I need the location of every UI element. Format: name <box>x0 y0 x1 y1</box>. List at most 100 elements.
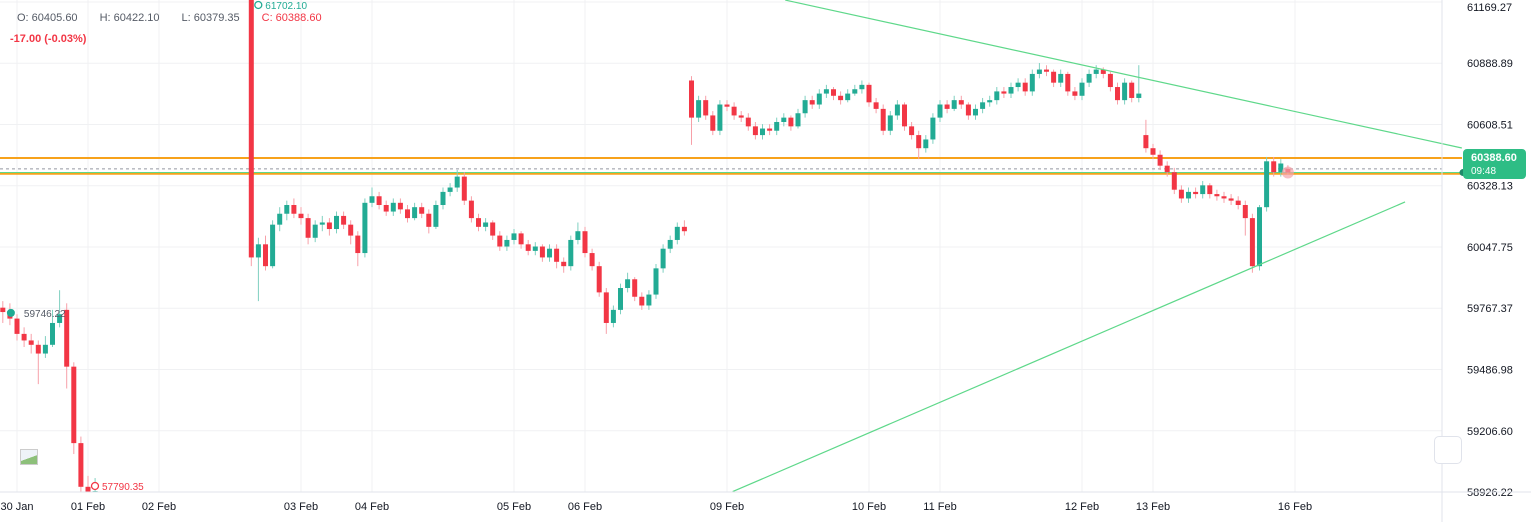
candle-body <box>511 233 517 240</box>
candle-body <box>64 309 70 367</box>
candle-body <box>724 104 730 107</box>
candle-body <box>696 100 702 118</box>
candle-body <box>859 84 865 90</box>
candle-body <box>0 307 6 313</box>
time-tick-label: 03 Feb <box>284 501 318 513</box>
candle-body <box>1029 73 1035 92</box>
time-tick-label: 09 Feb <box>710 501 744 513</box>
candle-body <box>497 235 503 247</box>
candle-body <box>483 222 489 227</box>
candle-body <box>1278 163 1284 173</box>
candle-body <box>1072 91 1078 96</box>
candle-body <box>390 202 396 212</box>
candle-body <box>305 218 311 238</box>
price-axis[interactable]: 61169.27 60888.89 60608.51 60328.13 60047.75… <box>1441 0 1513 522</box>
candle-body <box>21 333 27 341</box>
candle-body <box>532 246 538 251</box>
candle-body <box>1178 189 1184 199</box>
candle-body <box>1242 205 1248 219</box>
candle-body <box>1271 161 1277 173</box>
candle-body <box>1036 69 1042 74</box>
candle-body <box>1235 200 1241 206</box>
candle-body <box>703 100 709 116</box>
candle-body <box>270 224 276 267</box>
candle-body <box>1264 161 1270 208</box>
candle-body <box>674 226 680 240</box>
price-tick-label: 58926.22 <box>1467 487 1513 499</box>
candle-body <box>312 224 318 238</box>
candle-body <box>717 104 723 131</box>
candle-body <box>745 117 751 127</box>
price-tick-label: 59767.37 <box>1467 303 1513 315</box>
legend-open: O: 60405.60 <box>17 12 78 24</box>
annotation-label: 61702.10 <box>265 1 307 12</box>
candle-body <box>35 344 41 354</box>
candle-body <box>1228 198 1234 201</box>
time-tick-label: 12 Feb <box>1065 501 1099 513</box>
candle-body <box>71 366 77 444</box>
candle-body <box>277 213 283 225</box>
candle-body <box>973 108 978 116</box>
candle-body <box>951 100 957 109</box>
extreme-marker <box>254 0 263 10</box>
candle-body <box>1200 185 1206 195</box>
annotations: 61702.10 57790.35 59746.22 <box>6 0 307 493</box>
candle-body <box>461 176 467 201</box>
live-price-pulse <box>1281 166 1294 179</box>
candle-body <box>575 231 581 240</box>
candle-body <box>426 213 432 227</box>
candle-body <box>894 104 900 116</box>
candle-body <box>369 196 375 203</box>
candle-body <box>14 318 20 334</box>
candle-body <box>987 100 993 103</box>
trendlines[interactable] <box>732 0 1462 493</box>
candle-body <box>752 126 758 136</box>
ohlc-legend: O: 60405.60 H: 60422.10 L: 60379.35 C: 6… <box>17 12 322 24</box>
candle-body <box>681 226 687 232</box>
time-tick-label: 10 Feb <box>852 501 886 513</box>
candle-body <box>603 292 609 323</box>
candle-body <box>916 135 922 149</box>
current-price-tag: 60388.60 09:48 <box>1463 149 1526 179</box>
bar-countdown: 09:48 <box>1471 166 1497 177</box>
candle-body <box>873 102 879 109</box>
candle-body <box>263 244 268 267</box>
time-axis[interactable]: 30 Jan 01 Feb 02 Feb 03 Feb 04 Feb 05 Feb 06 F… <box>0 491 1531 513</box>
trendline <box>785 0 1462 149</box>
price-tick-label: 59486.98 <box>1467 365 1513 377</box>
candle-body <box>809 100 815 105</box>
candle-body <box>1249 218 1255 267</box>
candle-body <box>362 202 368 254</box>
price-tick-label: 60047.75 <box>1467 242 1513 254</box>
candle-body <box>660 248 666 269</box>
time-tick-label: 13 Feb <box>1136 501 1170 513</box>
candle-body <box>795 113 801 127</box>
candle-body <box>923 139 929 149</box>
candle-body <box>468 200 474 219</box>
candle-body <box>539 246 545 258</box>
candle-body <box>568 239 574 267</box>
candle-body <box>298 213 304 219</box>
candle-body <box>1022 82 1028 92</box>
candle-body <box>994 91 1000 101</box>
candle-body <box>547 248 552 258</box>
price-tick-label: 61169.27 <box>1467 2 1512 14</box>
candle-body <box>1079 82 1085 96</box>
horizontal-levels[interactable] <box>0 157 1467 177</box>
legend-high: H: 60422.10 <box>99 12 160 24</box>
candle-body <box>319 222 325 225</box>
candle-body <box>774 121 780 131</box>
candle-body <box>618 288 623 310</box>
time-tick-label: 16 Feb <box>1278 501 1312 513</box>
candle-body <box>504 239 510 247</box>
time-tick-label: 05 Feb <box>497 501 531 513</box>
candle-body <box>802 100 808 114</box>
candle-body <box>255 244 261 258</box>
candle-body <box>589 253 595 267</box>
candle-body <box>958 100 964 105</box>
chart-settings-button[interactable] <box>1434 436 1462 464</box>
time-tick-label: 04 Feb <box>355 501 389 513</box>
candle-body <box>284 205 290 214</box>
candle-body <box>433 205 439 227</box>
